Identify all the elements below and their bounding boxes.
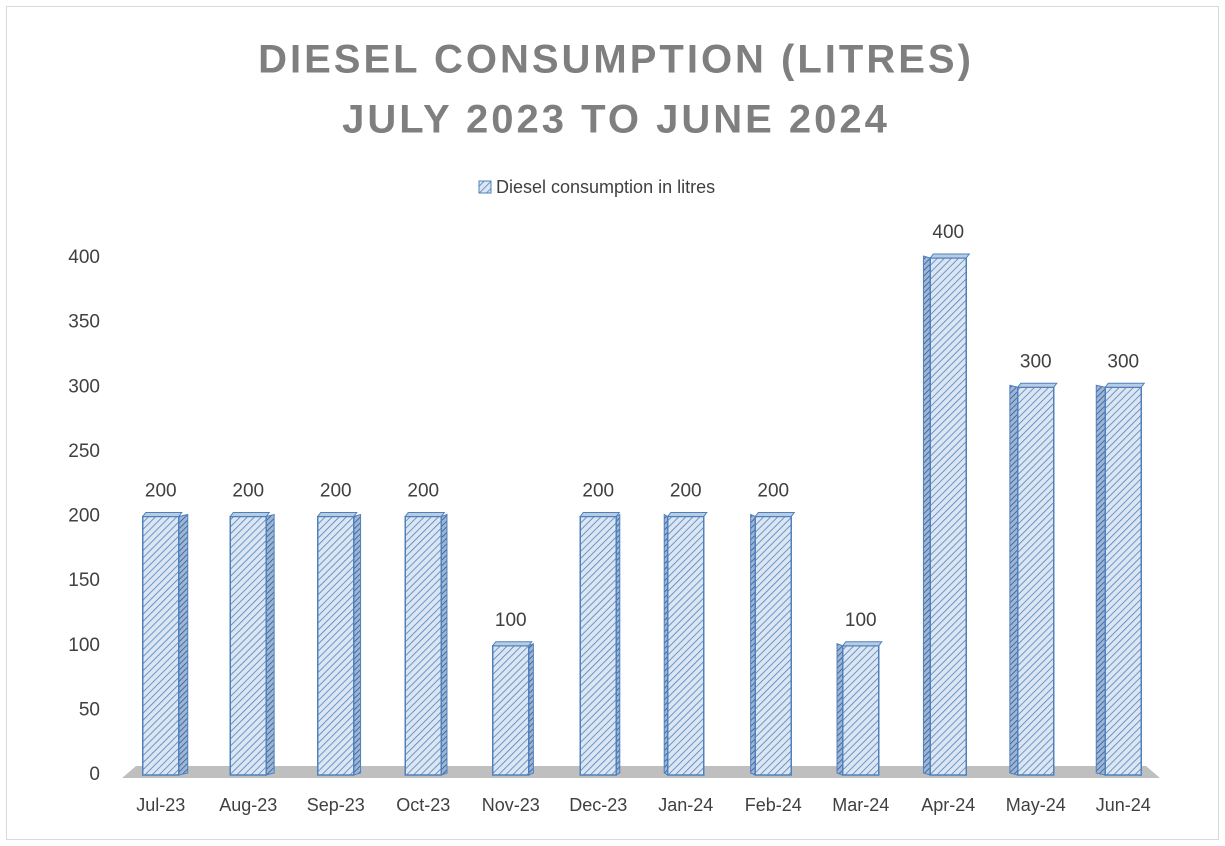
x-tick-label: Oct-23 bbox=[396, 795, 450, 815]
bar-top bbox=[666, 512, 708, 517]
data-label: 200 bbox=[145, 481, 177, 502]
x-tick-label: Nov-23 bbox=[482, 795, 540, 815]
legend-swatch bbox=[478, 180, 492, 194]
bar bbox=[579, 515, 617, 776]
bar-top bbox=[1016, 382, 1058, 388]
bar bbox=[1104, 386, 1142, 776]
bar bbox=[229, 515, 267, 776]
bar-side bbox=[353, 513, 362, 776]
bar-side bbox=[1095, 384, 1106, 776]
bar-top bbox=[1104, 382, 1146, 388]
data-label: 200 bbox=[232, 481, 264, 502]
bar bbox=[492, 645, 530, 776]
x-tick-label: Mar-24 bbox=[832, 795, 889, 815]
bar bbox=[667, 515, 705, 776]
bar-side bbox=[836, 643, 844, 776]
data-label: 200 bbox=[582, 481, 614, 502]
data-label: 200 bbox=[670, 481, 702, 502]
x-tick-label: Jun-24 bbox=[1096, 795, 1151, 815]
bar-top bbox=[579, 512, 621, 517]
data-label: 200 bbox=[407, 481, 439, 502]
bar-top bbox=[141, 512, 183, 517]
bar-top bbox=[929, 253, 971, 259]
bar-side bbox=[1009, 384, 1019, 776]
bar bbox=[1017, 386, 1055, 776]
y-tick-label: 400 bbox=[68, 247, 100, 268]
bar bbox=[404, 515, 442, 776]
data-label: 400 bbox=[932, 222, 964, 243]
data-label: 200 bbox=[757, 481, 789, 502]
x-tick-label: May-24 bbox=[1006, 795, 1066, 815]
bar-top bbox=[229, 512, 271, 517]
bar bbox=[317, 515, 355, 776]
x-tick-label: Aug-23 bbox=[219, 795, 277, 815]
bar-side bbox=[922, 255, 931, 776]
x-tick-label: Apr-24 bbox=[921, 795, 975, 815]
chart-subtitle: JULY 2023 TO JUNE 2024 bbox=[342, 98, 890, 142]
x-tick-label: Feb-24 bbox=[745, 795, 802, 815]
bar-side bbox=[265, 513, 275, 776]
bar bbox=[754, 515, 792, 776]
x-tick-label: Jan-24 bbox=[658, 795, 713, 815]
y-tick-label: 300 bbox=[68, 376, 100, 397]
bar-side bbox=[440, 513, 448, 776]
floor bbox=[122, 766, 1160, 778]
y-tick-label: 200 bbox=[68, 506, 100, 527]
data-label: 100 bbox=[845, 610, 877, 631]
bar-top bbox=[754, 512, 796, 517]
x-tick-label: Sep-23 bbox=[307, 795, 365, 815]
data-label: 300 bbox=[1107, 351, 1139, 372]
bar-top bbox=[491, 641, 533, 647]
bar-top bbox=[316, 512, 358, 517]
bar-side bbox=[178, 513, 189, 776]
y-tick-label: 100 bbox=[68, 635, 100, 656]
bar bbox=[929, 257, 967, 776]
x-tick-label: Dec-23 bbox=[569, 795, 627, 815]
bar bbox=[142, 515, 180, 776]
x-tick-label: Jul-23 bbox=[136, 795, 185, 815]
y-tick-label: 350 bbox=[68, 312, 100, 333]
data-label: 200 bbox=[320, 481, 352, 502]
data-label: 300 bbox=[1020, 351, 1052, 372]
y-tick-label: 250 bbox=[68, 441, 100, 462]
y-tick-label: 0 bbox=[89, 764, 100, 785]
chart-title: DIESEL CONSUMPTION (LITRES) bbox=[258, 38, 974, 82]
y-tick-label: 50 bbox=[79, 699, 100, 720]
y-tick-label: 150 bbox=[68, 570, 100, 591]
bar-top bbox=[404, 512, 446, 517]
data-label: 100 bbox=[495, 610, 527, 631]
bar bbox=[842, 645, 880, 776]
legend-label: Diesel consumption in litres bbox=[496, 177, 715, 197]
bar-top bbox=[841, 641, 883, 647]
